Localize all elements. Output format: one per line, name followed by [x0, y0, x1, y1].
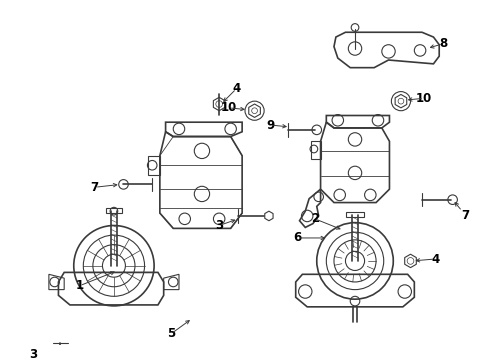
Text: 8: 8 — [439, 37, 447, 50]
Text: 7: 7 — [461, 210, 469, 222]
Text: 4: 4 — [431, 252, 440, 266]
Text: 10: 10 — [220, 102, 237, 114]
Text: 7: 7 — [91, 181, 99, 194]
Text: 5: 5 — [167, 327, 175, 340]
Text: 3: 3 — [29, 348, 38, 360]
Text: 4: 4 — [232, 82, 241, 95]
Text: 6: 6 — [294, 231, 302, 244]
Text: 2: 2 — [311, 212, 319, 225]
Text: 3: 3 — [215, 219, 223, 232]
Text: 9: 9 — [267, 118, 275, 131]
Text: 1: 1 — [75, 279, 84, 292]
Text: 10: 10 — [416, 92, 432, 105]
